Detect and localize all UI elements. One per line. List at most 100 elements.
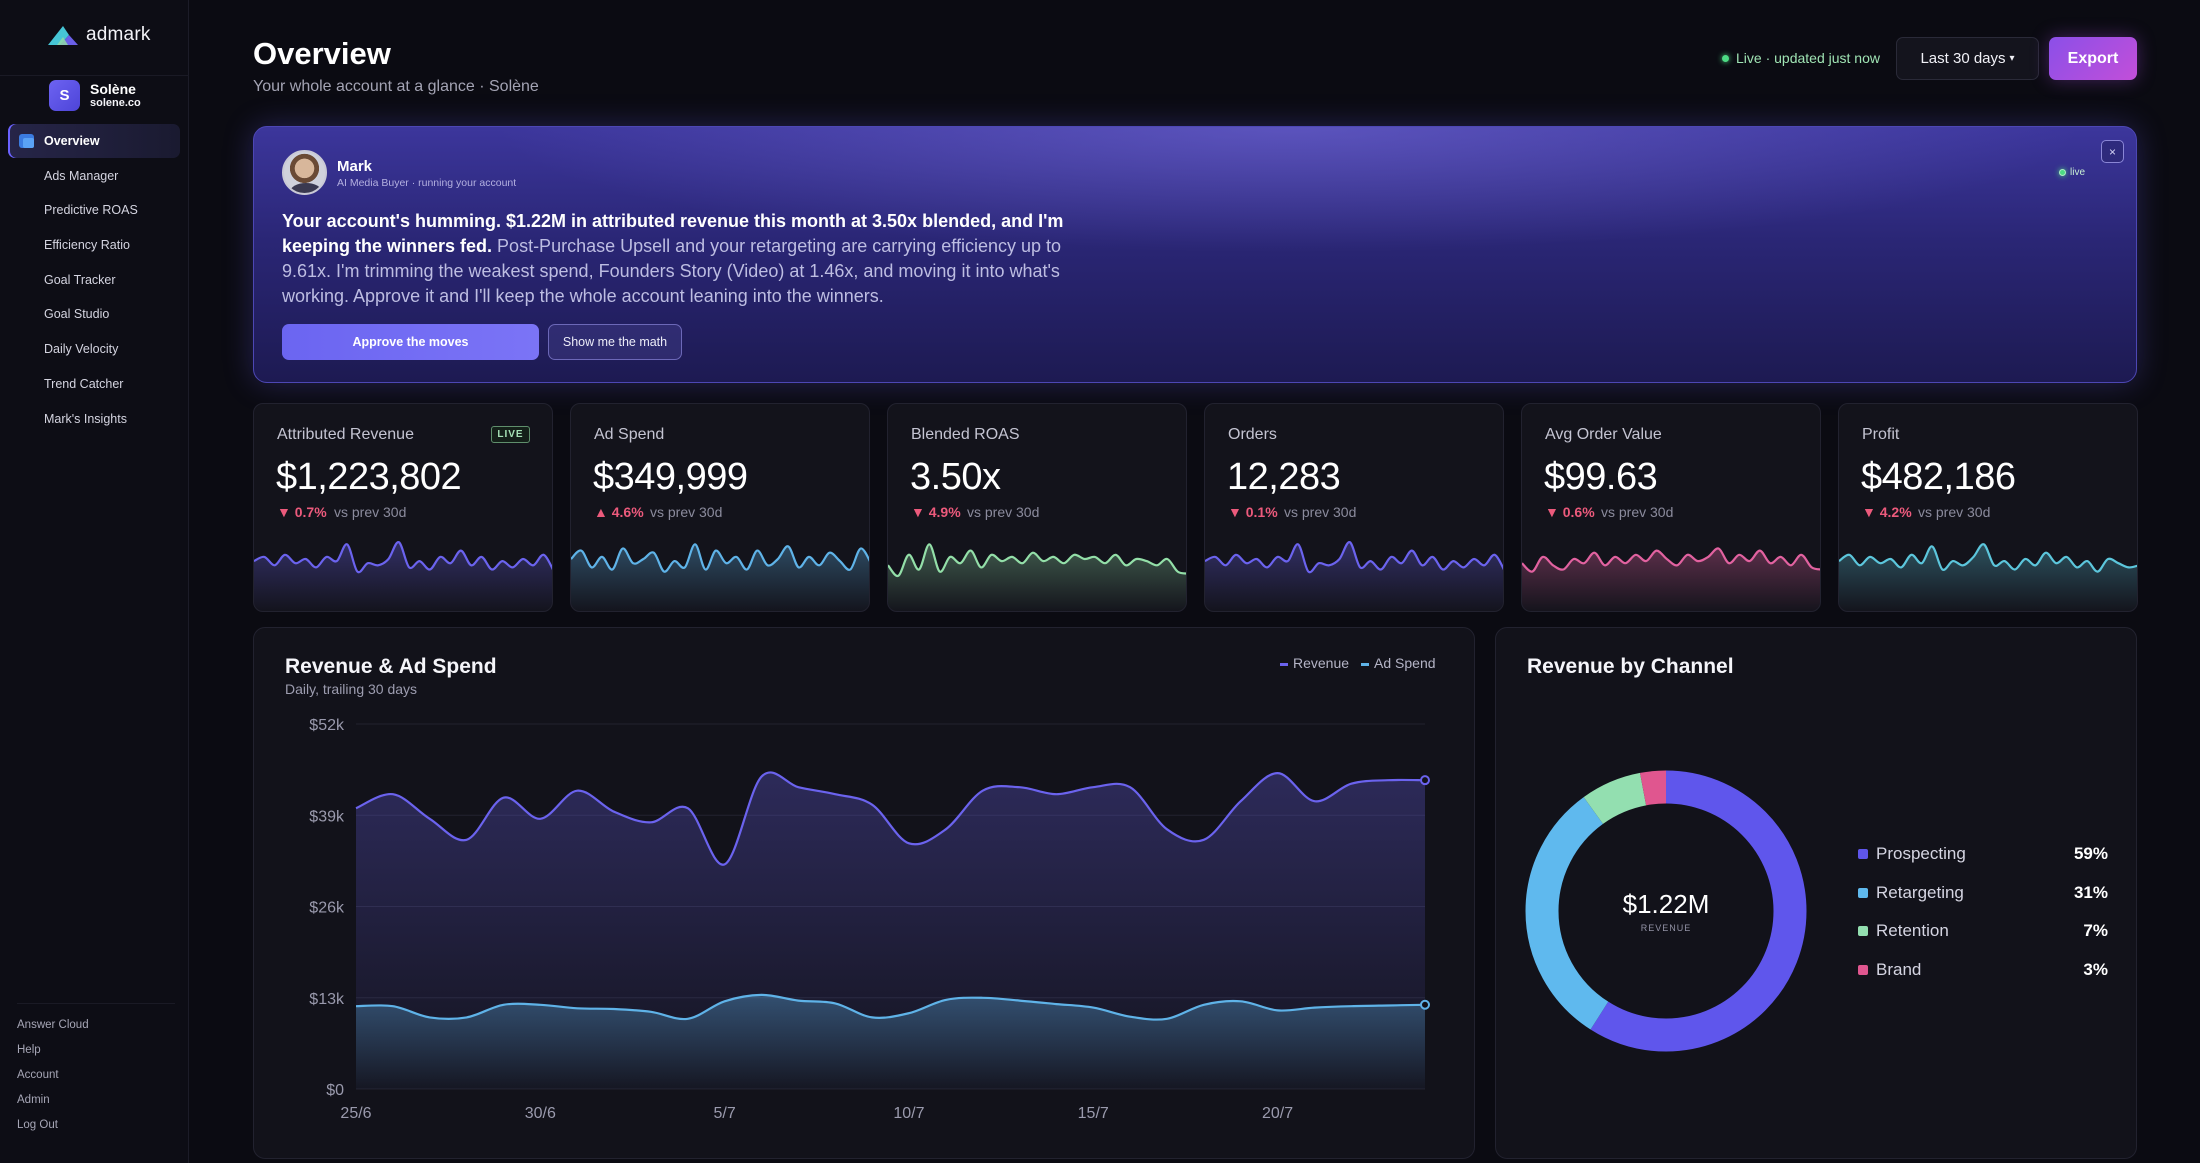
series-line-revenue (355, 771, 1426, 866)
sparkline-line (571, 543, 869, 573)
kpi-delta-value: 0.1% (1245, 504, 1278, 520)
y-tick-label: $52k (309, 717, 345, 734)
legend-label: Retention (1876, 921, 1949, 940)
panel-subtitle: Daily, trailing 30 days (285, 681, 418, 697)
avatar: S (49, 80, 80, 111)
kpi-delta-value: 4.6% (611, 504, 644, 520)
sidebar-item-overview[interactable]: Overview (8, 124, 180, 158)
sparkline (1205, 541, 1503, 611)
kpi-delta: ▼ 4.9% (911, 504, 961, 520)
arrow-down-icon: ▼ (1545, 504, 1559, 520)
sidebar-item-ads-manager[interactable]: Ads Manager (8, 159, 180, 193)
agent-role: AI Media Buyer · running your account (337, 177, 517, 189)
sparkline (571, 543, 869, 611)
kpi-label: Ad Spend (594, 426, 665, 443)
sidebar: admark S Solène solene.co Overview Ads M… (0, 0, 189, 1163)
legend-item-revenue[interactable]: Revenue (1280, 655, 1349, 671)
logout-link[interactable]: Log Out (17, 1119, 58, 1131)
sparkline-area (1839, 544, 2137, 611)
mark-avatar (282, 150, 327, 195)
x-tick-label: 25/6 (340, 1105, 371, 1122)
sparkline-area (888, 544, 1186, 611)
export-button[interactable]: Export (2049, 37, 2137, 80)
kpi-comparison: vs prev 30d (650, 504, 723, 520)
sidebar-item-marks-insights[interactable]: Mark's Insights (8, 402, 180, 436)
show-math-button[interactable]: Show me the math (548, 324, 682, 360)
legend-swatch (1858, 926, 1868, 936)
x-tick-label: 30/6 (525, 1105, 556, 1122)
arrow-down-icon: ▼ (1862, 504, 1876, 520)
kpi-delta: ▼ 0.1% (1228, 504, 1278, 520)
sidebar-item-predictive-roas[interactable]: Predictive ROAS (8, 193, 180, 227)
admin-link[interactable]: Admin (17, 1094, 50, 1106)
kpi-delta-value: 0.7% (294, 504, 327, 520)
live-indicator: live (2059, 167, 2085, 178)
kpi-card-orders[interactable]: Orders 12,283 ▼ 0.1% vs prev 30d (1204, 403, 1504, 612)
logo-text: admark (86, 24, 151, 45)
kpi-card-blended-roas[interactable]: Blended ROAS 3.50x ▼ 4.9% vs prev 30d (887, 403, 1187, 612)
legend-item-ad-spend[interactable]: Ad Spend (1361, 655, 1436, 671)
kpi-card-profit[interactable]: Profit $482,186 ▼ 4.2% vs prev 30d (1838, 403, 2138, 612)
sidebar-divider (17, 1003, 175, 1004)
kpi-delta: ▼ 0.6% (1545, 504, 1595, 520)
live-indicator-label: live (2070, 167, 2086, 178)
sidebar-footer: Answer Cloud Help Account Admin Log Out (17, 1016, 89, 1141)
legend-item-retargeting[interactable]: Retargeting 31% (1858, 883, 2108, 903)
sidebar-item-efficiency-ratio[interactable]: Efficiency Ratio (8, 228, 180, 262)
donut-slice-retargeting[interactable] (1525, 770, 1807, 1052)
revenue-ad-spend-chart: $0 $13k $26k $39k $52k 25/6 30/6 5/7 10/7 15/7 20/… (309, 717, 1430, 1122)
logo-icon (48, 26, 78, 45)
kpi-comparison: vs prev 30d (334, 504, 407, 520)
kpi-card-attributed-revenue[interactable]: Attributed Revenue LIVE $1,223,802 ▼ 0.7… (253, 403, 553, 612)
approve-moves-button[interactable]: Approve the moves (282, 324, 539, 360)
answer-cloud-link[interactable]: Answer Cloud (17, 1019, 89, 1031)
sidebar-item-label: Daily Velocity (44, 342, 119, 357)
legend-percent: 7% (2083, 921, 2108, 940)
sparkline-line (888, 543, 1186, 578)
help-link[interactable]: Help (17, 1044, 41, 1056)
series-end-point[interactable] (1420, 999, 1430, 1010)
panel-title: Revenue & Ad Spend (285, 655, 497, 678)
legend-percent: 3% (2083, 959, 2108, 979)
sparkline (1522, 547, 1820, 611)
kpi-delta-value: 4.2% (1879, 504, 1912, 520)
sidebar-item-daily-velocity[interactable]: Daily Velocity (8, 332, 180, 366)
account-link[interactable]: Account (17, 1069, 59, 1081)
legend-item-brand[interactable]: Brand 3% (1858, 960, 2108, 980)
legend-item-retention[interactable]: Retention 7% (1858, 921, 2108, 941)
donut-center-label: REVENUE (1641, 923, 1692, 933)
donut-slice-brand[interactable] (1525, 770, 1807, 1052)
summary-headline: Your account's humming. $1.22M in attrib… (282, 211, 1064, 256)
logo[interactable]: admark (48, 24, 151, 46)
page-title: Overview (253, 36, 391, 71)
donut-center-value: $1.22M (1623, 889, 1710, 919)
date-range-select[interactable]: Last 30 days ▾ (1896, 37, 2039, 80)
legend-item-prospecting[interactable]: Prospecting 59% (1858, 844, 2108, 864)
sidebar-nav: Overview Ads Manager Predictive ROAS Eff… (8, 124, 180, 436)
x-tick-label: 5/7 (713, 1105, 735, 1122)
kpi-value: 12,283 (1227, 456, 1341, 498)
page-subtitle: Your whole account at a glance · Solène (253, 78, 539, 95)
user-name: Solène (90, 81, 136, 97)
date-range-label: Last 30 days (1920, 50, 2006, 67)
kpi-delta: ▼ 0.7% (277, 504, 327, 520)
close-icon[interactable]: × (2101, 140, 2124, 163)
user-switcher[interactable]: S Solène solene.co (49, 80, 141, 111)
sidebar-item-trend-catcher[interactable]: Trend Catcher (8, 367, 180, 401)
kpi-card-avg-order-value[interactable]: Avg Order Value $99.63 ▼ 0.6% vs prev 30… (1521, 403, 1821, 612)
series-area-ad-spend (356, 994, 1425, 1089)
agent-name: Mark (337, 158, 373, 175)
kpi-card-ad-spend[interactable]: Ad Spend $349,999 ▲ 4.6% vs prev 30d (570, 403, 870, 612)
sidebar-item-goal-studio[interactable]: Goal Studio (8, 297, 180, 331)
kpi-value: 3.50x (910, 456, 1001, 498)
kpi-value: $1,223,802 (276, 456, 462, 498)
x-tick-label: 20/7 (1262, 1105, 1293, 1122)
series-end-point[interactable] (1420, 775, 1430, 786)
sidebar-item-goal-tracker[interactable]: Goal Tracker (8, 263, 180, 297)
kpi-label: Profit (1862, 426, 1900, 443)
kpi-value: $482,186 (1861, 456, 2016, 498)
ai-summary-text: Your account's humming. $1.22M in attrib… (282, 209, 1082, 309)
legend-label: Prospecting (1876, 844, 1966, 863)
arrow-up-icon: ▲ (594, 504, 608, 520)
sidebar-item-label: Predictive ROAS (44, 203, 138, 218)
